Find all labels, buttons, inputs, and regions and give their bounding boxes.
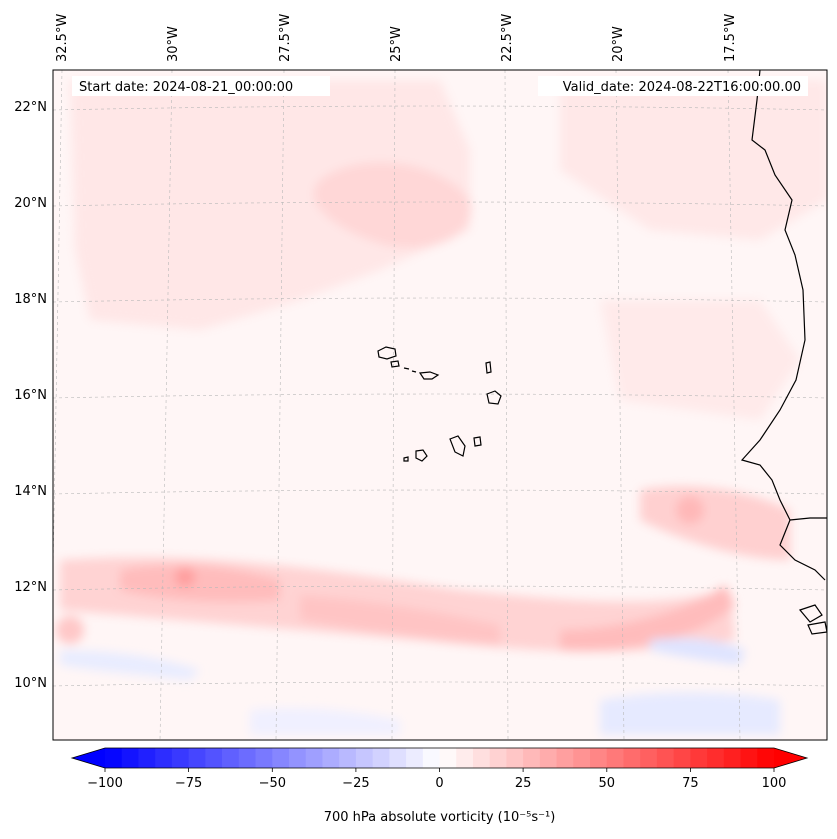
colorbar-tick-label: −100 (87, 776, 123, 791)
colorbar-cell (171, 748, 190, 768)
lat-label: 10°N (14, 676, 47, 691)
colorbar-max-extend (774, 748, 807, 768)
colorbar-cell (322, 748, 340, 768)
valid-date-text: Valid_date: 2024-08-22T16:00:00.00 (563, 80, 801, 95)
colorbar-tick-label: −75 (175, 776, 202, 791)
colorbar-cell (707, 748, 725, 768)
colorbar-tick-label: 50 (599, 776, 616, 791)
island-sao-vicente (390, 360, 400, 368)
lat-label: 12°N (14, 580, 47, 595)
island-santiago (449, 435, 466, 457)
island-sao-nicolau (418, 371, 440, 380)
colorbar-cell (673, 748, 691, 768)
lon-label: 22.5°W (500, 14, 515, 62)
colorbar-cell (656, 748, 675, 768)
start-date-box (72, 76, 330, 96)
island-brava (403, 456, 409, 462)
colorbar-cell (489, 748, 507, 768)
island-sal (485, 361, 492, 374)
lat-label: 14°N (14, 484, 47, 499)
colorbar-cell (155, 748, 173, 768)
colorbar-cell (506, 748, 524, 768)
lat-label: 18°N (14, 292, 47, 307)
colorbar-cell (439, 748, 457, 768)
lon-label: 30°W (166, 26, 181, 62)
colorbar-tick-label: −25 (342, 776, 369, 791)
colorbar-ticks (104, 768, 775, 772)
coastline (740, 70, 827, 635)
colorbar-cell (556, 748, 574, 768)
valid-date-box (538, 76, 808, 96)
colorbar-cell (339, 748, 357, 768)
graticule (53, 70, 827, 740)
island-fogo (415, 449, 428, 462)
colorbar-cell (740, 748, 758, 768)
colorbar-cell (757, 748, 775, 768)
colorbar-cells (105, 748, 775, 768)
colorbar-cell (539, 748, 557, 768)
lat-label: 22°N (14, 100, 47, 115)
lon-label: 25°W (389, 26, 404, 62)
colorbar-cell (121, 748, 139, 768)
colorbar-cell (640, 748, 658, 768)
lon-label: 27.5°W (278, 14, 293, 62)
latitude-labels: 22°N 20°N 18°N 16°N 14°N 12°N 10°N (14, 100, 47, 691)
island-santo-antao (377, 346, 397, 360)
island-boa-vista (486, 390, 502, 405)
colorbar-cell (723, 748, 741, 768)
colorbar-cell (205, 748, 223, 768)
colorbar-cell (406, 748, 424, 768)
colorbar-cell (305, 748, 323, 768)
cape-verde-islands (377, 346, 502, 462)
colorbar-cell (355, 748, 374, 768)
island-maio (473, 436, 482, 447)
colorbar-cell (690, 748, 708, 768)
colorbar: −100 −75 −50 −25 0 25 50 75 100 700 hPa … (70, 747, 809, 825)
colorbar-tick-label: 0 (435, 776, 443, 791)
colorbar-cell (422, 748, 440, 768)
colorbar-cell (105, 748, 123, 768)
lon-label: 17.5°W (723, 14, 738, 62)
colorbar-cell (288, 748, 307, 768)
colorbar-cell (222, 748, 240, 768)
lat-label: 20°N (14, 196, 47, 211)
lat-label: 16°N (14, 388, 47, 403)
colorbar-min-extend (72, 748, 105, 768)
colorbar-tick-label: −50 (259, 776, 286, 791)
header-info: Start date: 2024-08-21_00:00:00 Valid_da… (72, 76, 808, 96)
colorbar-tick-label: 75 (682, 776, 699, 791)
start-date-text: Start date: 2024-08-21_00:00:00 (79, 80, 293, 95)
africa-coastline (740, 70, 826, 581)
colorbar-cell (188, 748, 206, 768)
colorbar-cell (372, 748, 390, 768)
plot-frame (52, 69, 828, 741)
colorbar-cell (389, 748, 407, 768)
colorbar-tick-label: 100 (762, 776, 787, 791)
colorbar-label: 700 hPa absolute vorticity (10⁻⁵s⁻¹) (324, 810, 556, 825)
colorbar-cell (590, 748, 608, 768)
colorbar-cell (238, 748, 256, 768)
colorbar-cell (456, 748, 474, 768)
longitude-labels: 32.5°W 30°W 27.5°W 25°W 22.5°W 20°W 17.5… (55, 14, 738, 62)
colorbar-cell (472, 748, 491, 768)
colorbar-tick-labels: −100 −75 −50 −25 0 25 50 75 100 (87, 776, 786, 791)
colorbar-cell (138, 748, 156, 768)
lon-label: 20°W (611, 26, 626, 62)
vorticity-field (53, 70, 827, 740)
colorbar-cell (272, 748, 290, 768)
colorbar-cell (255, 748, 273, 768)
lon-label: 32.5°W (55, 14, 70, 62)
colorbar-tick-label: 25 (515, 776, 532, 791)
colorbar-cell (523, 748, 541, 768)
colorbar-cell (573, 748, 591, 768)
colorbar-cell (606, 748, 624, 768)
colorbar-cell (623, 748, 641, 768)
